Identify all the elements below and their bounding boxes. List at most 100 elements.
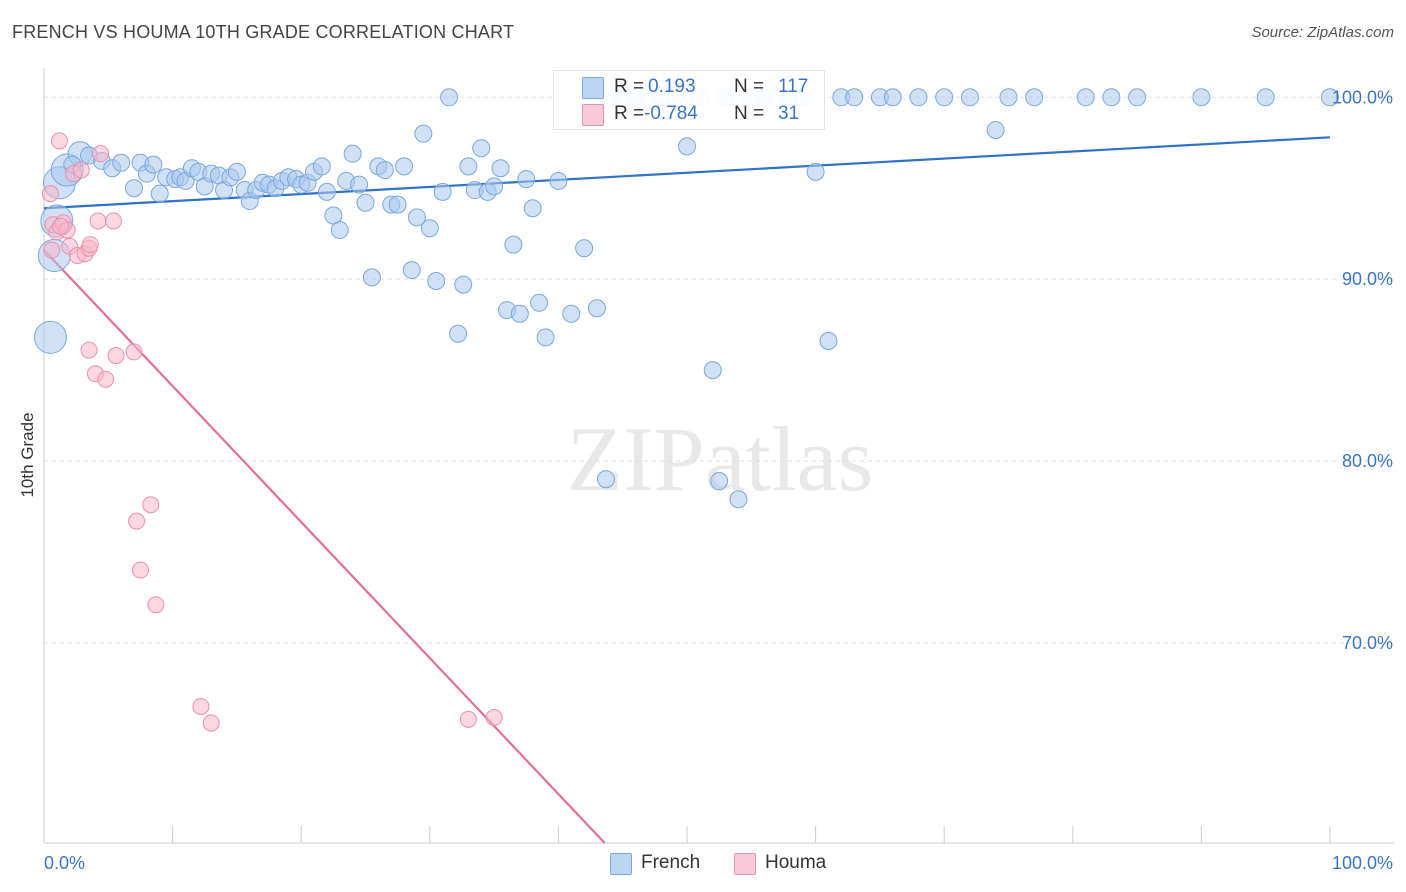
chart-title: FRENCH VS HOUMA 10TH GRADE CORRELATION C… [12, 22, 515, 42]
french-point [350, 175, 369, 194]
legend-row-houma: R = -0.784 N = 31 [554, 101, 824, 127]
french-point [703, 361, 722, 380]
french-point [440, 88, 459, 107]
french-point [395, 157, 414, 176]
french-point [491, 159, 510, 178]
french-point [33, 320, 67, 354]
french-point [420, 219, 439, 238]
french-point [427, 271, 446, 290]
houma-point [41, 185, 59, 203]
legend-r-label: R = [614, 76, 645, 97]
houma-point [131, 561, 149, 579]
houma-label: Houma [765, 852, 827, 873]
french-point [112, 153, 131, 172]
french-point [523, 199, 542, 218]
houma-point [192, 698, 210, 716]
french-point [562, 304, 581, 323]
legend-n-label: N = [734, 76, 765, 97]
houma-point [92, 145, 110, 163]
french-label: French [641, 852, 701, 873]
french-point [362, 268, 381, 287]
houma-point [80, 341, 98, 359]
legend-n-value: 31 [778, 103, 800, 124]
french-point [1256, 88, 1275, 107]
french-point [1192, 88, 1211, 107]
french-swatch [610, 853, 632, 875]
houma-point [97, 370, 115, 388]
french-point [806, 162, 825, 181]
french-point [587, 299, 606, 318]
houma-swatch [734, 853, 756, 875]
y-tick-label: 90.0% [1342, 269, 1393, 289]
french-point [356, 193, 375, 212]
y-axis-label: 10th Grade [18, 412, 37, 498]
french-point [150, 184, 169, 203]
french-point [986, 121, 1005, 140]
houma-point [202, 714, 220, 732]
legend-r-label: R = [614, 103, 645, 124]
french-point [317, 182, 336, 201]
french-point [144, 155, 163, 174]
y-tick-label: 70.0% [1342, 633, 1393, 653]
houma-point [459, 710, 477, 728]
houma-point [147, 596, 165, 614]
french-point [575, 239, 594, 258]
french-point [504, 235, 523, 254]
french-point [999, 88, 1018, 107]
french-point [678, 137, 696, 156]
french-point [388, 195, 407, 214]
houma-trend-line [43, 249, 606, 844]
french-point [459, 157, 478, 176]
y-tick-label: 80.0% [1342, 451, 1393, 471]
french-point [330, 221, 349, 240]
french-point [596, 470, 615, 489]
french-point [449, 324, 468, 343]
french-point [1128, 88, 1147, 107]
french-point [472, 139, 491, 158]
french-point [530, 293, 549, 312]
stats-legend: R = 0.193 N = 117 R = -0.784 N = 31 [553, 70, 825, 130]
legend-n-value: 117 [778, 76, 809, 97]
french-point [402, 261, 421, 280]
french-point [343, 144, 362, 163]
french-point [549, 171, 568, 190]
houma-point [72, 161, 90, 179]
houma-point [485, 709, 503, 727]
french-point [433, 182, 452, 201]
tick-labels: 100.0% 90.0% 80.0% 70.0% 0.0% 100.0% [44, 87, 1393, 873]
legend-swatch-houma [582, 104, 604, 126]
french-point [819, 332, 838, 351]
french-point [454, 275, 473, 294]
french-point [125, 179, 144, 198]
houma-point [107, 347, 125, 365]
legend-row-french: R = 0.193 N = 117 [554, 74, 824, 100]
legend-r-value: -0.784 [644, 103, 698, 124]
y-tick-label: 100.0% [1332, 87, 1393, 107]
french-point [485, 177, 504, 196]
french-point [536, 328, 555, 347]
houma-point [52, 217, 70, 235]
houma-point [43, 241, 61, 259]
french-point [510, 304, 529, 323]
french-point [375, 161, 394, 180]
french-point [227, 162, 246, 181]
french-point [1025, 88, 1044, 107]
french-point [710, 472, 729, 491]
french-point [729, 490, 748, 509]
source-credit: Source: ZipAtlas.com [1251, 24, 1394, 41]
houma-point [128, 512, 146, 530]
french-point [935, 88, 954, 107]
houma-point [125, 343, 143, 361]
french-point [407, 208, 426, 227]
houma-point [89, 212, 107, 230]
houma-point [104, 212, 122, 230]
legend-swatch-french [582, 77, 604, 99]
french-point [312, 157, 331, 176]
french-point [1102, 88, 1121, 107]
french-point [960, 88, 979, 107]
x-tick-label: 100.0% [1332, 853, 1393, 873]
french-point [517, 170, 536, 189]
french-point [909, 88, 928, 107]
watermark: ZIPatlas [567, 408, 874, 510]
